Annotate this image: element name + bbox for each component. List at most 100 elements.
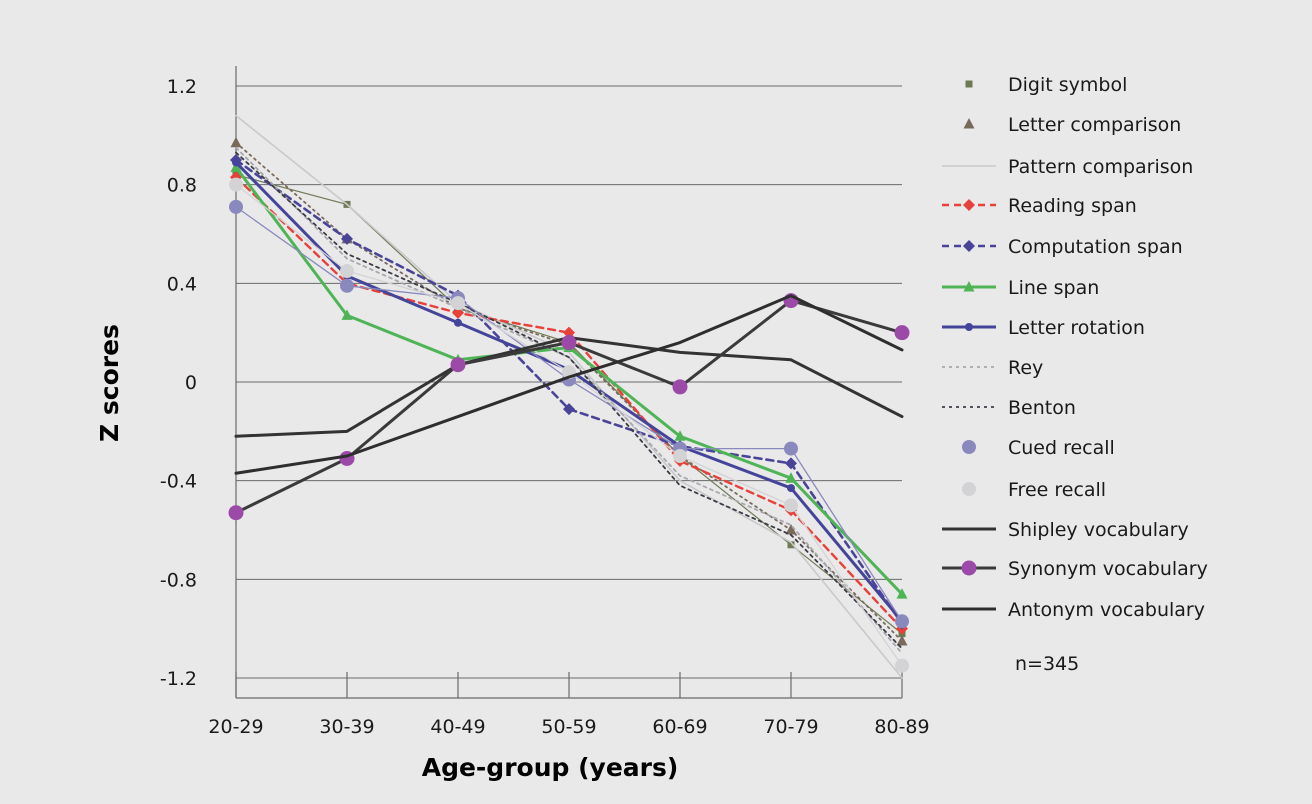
legend-label: Antonym vocabulary: [1008, 599, 1205, 621]
data-point: [232, 158, 240, 167]
series-line: [234, 294, 904, 475]
data-point: [228, 505, 244, 521]
y-tick-label: 0.4: [167, 273, 197, 295]
series-line: [235, 151, 903, 650]
data-point: [230, 161, 242, 172]
series-pattern-comparison: [235, 114, 903, 679]
data-point: [451, 296, 465, 311]
y-tick-labels: 1.2 0.8 0.4 0 -0.4 -0.8 -1.2: [160, 76, 197, 690]
legend-item: Letter comparison: [963, 114, 1181, 136]
sample-size-note: n=345: [1015, 653, 1079, 675]
data-point: [787, 484, 795, 493]
data-point: [965, 80, 973, 88]
series-reading-span: [230, 171, 908, 635]
legend-item: Pattern comparison: [942, 156, 1193, 178]
data-point: [340, 264, 354, 278]
data-point: [563, 403, 575, 416]
legend-label: Benton: [1008, 397, 1076, 419]
data-point: [450, 357, 466, 373]
data-point: [963, 281, 975, 292]
y-tick-label: 0: [185, 372, 197, 394]
series-line: [235, 141, 903, 642]
data-point: [341, 232, 353, 245]
legend-label: Computation span: [1008, 236, 1183, 258]
series-synonym-vocabulary: [228, 293, 910, 521]
data-point: [672, 379, 688, 395]
x-tick-label: 70-79: [763, 716, 818, 738]
legend-item: Antonym vocabulary: [942, 599, 1205, 621]
series-antonym-vocabulary: [234, 294, 904, 475]
y-tick-label: -0.8: [160, 569, 197, 591]
data-point: [963, 199, 975, 211]
legend-item: Cued recall: [962, 437, 1115, 459]
x-tick-label: 60-69: [652, 716, 707, 738]
legend-label: Rey: [1008, 357, 1043, 379]
y-tick-label: -0.4: [160, 471, 197, 493]
data-point: [785, 472, 797, 483]
data-point: [962, 482, 976, 496]
x-axis-title: Age-group (years): [422, 753, 679, 782]
series-line: [235, 146, 903, 655]
y-tick-label: 0.8: [167, 175, 197, 197]
series-free-recall: [229, 177, 909, 673]
x-tick-label: 50-59: [541, 716, 596, 738]
y-axis-title: Z scores: [95, 324, 124, 442]
data-point: [962, 440, 976, 454]
legend-item: Letter rotation: [942, 317, 1145, 339]
legend-item: Digit symbol: [965, 74, 1127, 96]
series-line: [235, 184, 903, 667]
data-point: [963, 118, 975, 129]
series-lines: [228, 114, 910, 679]
data-point: [895, 658, 909, 673]
x-tick-label: 20-29: [208, 716, 263, 738]
series-letter-comparison: [230, 136, 908, 646]
legend-label: Free recall: [1008, 479, 1106, 501]
data-point: [340, 278, 354, 293]
data-point: [229, 177, 243, 192]
data-point: [894, 325, 910, 341]
data-point: [229, 199, 243, 214]
data-point: [965, 323, 973, 331]
legend-item: Rey: [942, 357, 1043, 379]
legend-item: Reading span: [942, 195, 1137, 217]
data-point: [561, 335, 577, 351]
data-point: [784, 498, 798, 513]
legend-label: Cued recall: [1008, 437, 1115, 459]
legend-label: Digit symbol: [1008, 74, 1127, 96]
legend-label: Pattern comparison: [1008, 156, 1193, 178]
legend-label: Synonym vocabulary: [1008, 558, 1208, 580]
x-tick-label: 40-49: [430, 716, 485, 738]
y-tick-label: 1.2: [167, 76, 197, 98]
legend-label: Shipley vocabulary: [1008, 519, 1189, 541]
data-point: [230, 136, 242, 148]
legend-item: Benton: [942, 397, 1076, 419]
data-point: [785, 524, 797, 535]
data-point: [895, 614, 909, 629]
data-point: [674, 430, 686, 441]
data-point: [963, 240, 975, 252]
series-line: [234, 176, 904, 630]
legend: Digit symbol Letter comparison Pattern com…: [942, 74, 1208, 621]
data-point: [673, 449, 687, 463]
data-point: [896, 635, 908, 646]
axes: [235, 66, 903, 699]
y-tick-label: -1.2: [160, 668, 197, 690]
legend-item: Synonym vocabulary: [942, 558, 1208, 580]
legend-label: Letter rotation: [1008, 317, 1145, 339]
legend-item: Free recall: [962, 479, 1106, 501]
series-rey: [235, 146, 903, 655]
data-point: [784, 441, 798, 456]
data-point: [454, 318, 462, 327]
x-tick-label: 80-89: [874, 716, 929, 738]
data-point: [341, 309, 353, 320]
x-tick-labels: 20-29 30-39 40-49 50-59 60-69 70-79 80-89: [208, 716, 929, 738]
x-tick-label: 30-39: [319, 716, 374, 738]
data-point: [787, 541, 795, 549]
series-benton: [235, 151, 903, 650]
legend-item: Computation span: [942, 236, 1183, 258]
legend-label: Letter comparison: [1008, 114, 1181, 136]
legend-item: Line span: [942, 277, 1099, 299]
data-point: [896, 588, 908, 599]
legend-item: Shipley vocabulary: [942, 519, 1189, 541]
